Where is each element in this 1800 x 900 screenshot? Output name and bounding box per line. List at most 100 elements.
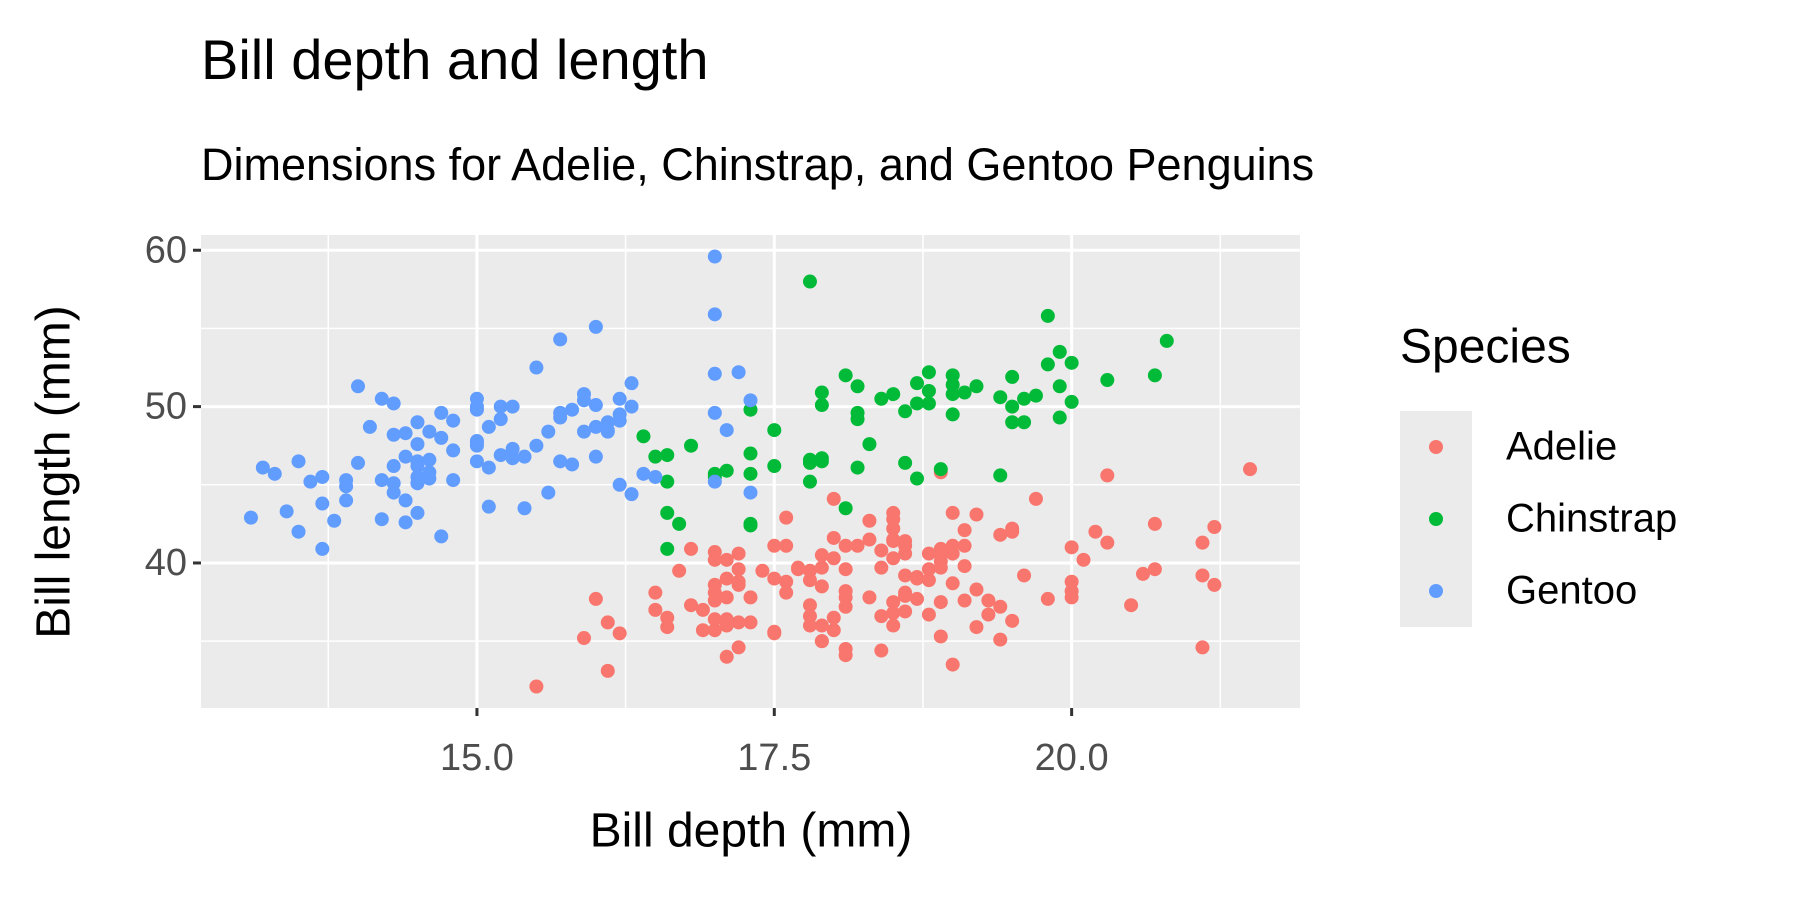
point (1005, 399, 1020, 414)
point (850, 379, 865, 394)
point (529, 679, 544, 694)
point (898, 568, 913, 583)
point (731, 640, 746, 655)
point (886, 505, 901, 520)
point (802, 274, 817, 289)
point (517, 501, 532, 516)
point (410, 454, 425, 469)
point (434, 405, 449, 420)
point (624, 376, 639, 391)
point (351, 379, 365, 394)
point (481, 460, 496, 475)
point (600, 615, 615, 630)
point (243, 510, 258, 525)
point (707, 474, 722, 489)
point (1076, 552, 1091, 567)
point (279, 504, 294, 519)
point (814, 398, 829, 413)
point (1136, 566, 1150, 581)
point (588, 398, 603, 413)
point (660, 620, 675, 635)
point (469, 438, 484, 453)
point (826, 610, 841, 625)
chart-subtitle: Dimensions for Adelie, Chinstrap, and Ge… (201, 139, 1314, 190)
point (707, 623, 722, 638)
point (1195, 568, 1210, 583)
point (743, 446, 758, 461)
point (1100, 535, 1115, 550)
point (493, 448, 508, 463)
point (660, 541, 675, 556)
point (1028, 388, 1043, 403)
point (648, 469, 663, 484)
point (493, 412, 508, 427)
point (791, 560, 806, 575)
point (779, 538, 794, 553)
point (743, 485, 758, 500)
point (993, 632, 1008, 647)
point (719, 552, 734, 567)
point (933, 462, 948, 477)
point (1005, 369, 1020, 384)
point (874, 543, 889, 558)
point (1064, 584, 1079, 599)
point (921, 383, 936, 398)
point (719, 649, 734, 664)
point (1100, 373, 1115, 388)
point (541, 424, 556, 439)
point (779, 510, 794, 525)
point (886, 595, 901, 610)
point (933, 560, 948, 575)
y-tick-label: 40 (145, 542, 187, 584)
point (767, 624, 782, 639)
point (910, 571, 925, 586)
point (398, 426, 413, 441)
point (910, 376, 925, 391)
point (1064, 394, 1079, 409)
point (731, 546, 746, 561)
point (814, 634, 829, 649)
point (600, 663, 615, 678)
point (410, 437, 425, 452)
point (731, 562, 746, 577)
point (446, 413, 461, 428)
point (553, 405, 568, 420)
point (933, 543, 948, 558)
point (1243, 462, 1258, 477)
point (624, 487, 639, 502)
point (993, 390, 1008, 405)
point (588, 419, 603, 434)
point (588, 449, 603, 464)
point (802, 455, 817, 470)
point (993, 599, 1008, 614)
point (327, 513, 342, 528)
legend-label: Chinstrap (1506, 497, 1677, 541)
point (898, 404, 913, 419)
point (802, 563, 817, 578)
point (993, 527, 1008, 542)
x-axis-title: Bill depth (mm) (590, 805, 913, 858)
point (267, 466, 282, 481)
y-tick-label: 50 (145, 386, 187, 428)
point (874, 560, 889, 575)
point (957, 385, 972, 400)
point (1040, 357, 1055, 372)
point (529, 438, 544, 453)
point (446, 443, 461, 458)
point (767, 538, 782, 553)
point (517, 449, 532, 464)
point (1159, 333, 1174, 348)
point (767, 571, 782, 586)
point (981, 607, 996, 622)
point (719, 618, 734, 633)
point (648, 602, 663, 617)
point (921, 607, 936, 622)
point (826, 491, 841, 506)
point (886, 387, 901, 402)
point (505, 441, 520, 456)
point (422, 452, 437, 467)
point (921, 365, 936, 380)
point (743, 393, 758, 408)
point (672, 563, 687, 578)
